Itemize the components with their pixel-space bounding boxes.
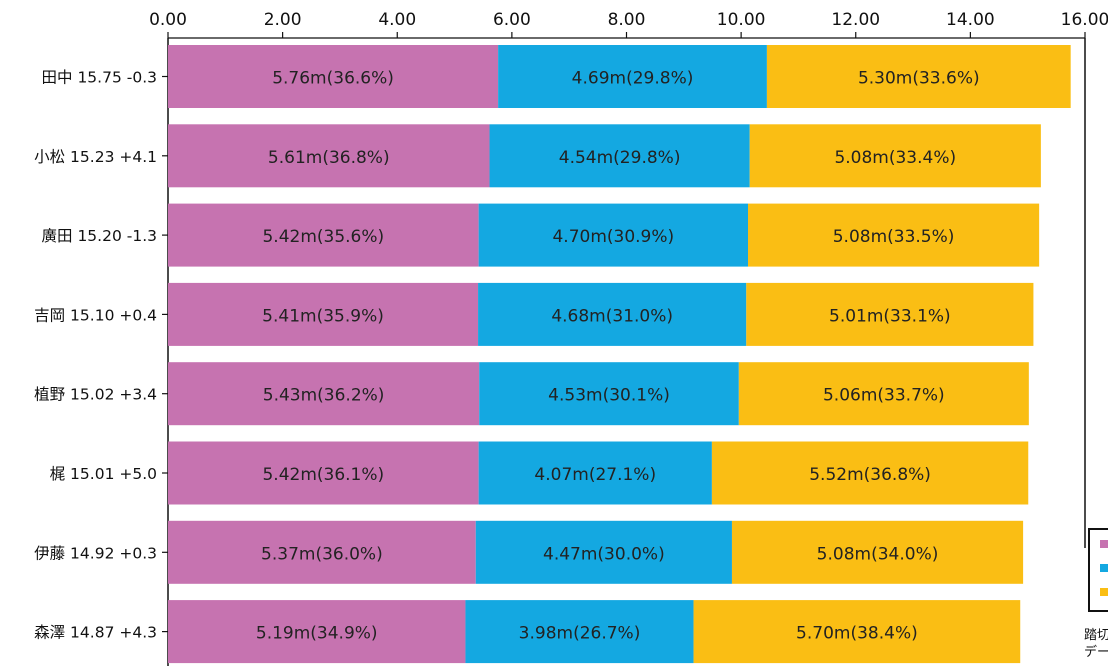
data-label: 5.08m(33.5%): [833, 227, 955, 247]
bar-segment: [766, 45, 1071, 108]
row-label: 小松 15.23 +4.1: [34, 148, 157, 166]
data-label: 5.41m(35.9%): [262, 306, 384, 326]
bar-segment: [693, 600, 1021, 664]
bar-row: 植野 15.02 +3.4 5.43m(36.2%) 4.53m(30.1%) 5.0…: [34, 362, 1029, 426]
x-tick-label: 10.00: [717, 10, 766, 30]
bar-segment: [168, 520, 476, 584]
data-label: 5.42m(35.6%): [262, 227, 384, 247]
bar-segment: [465, 600, 694, 664]
row-label: 田中 15.75 -0.3: [42, 69, 157, 87]
x-axis-ticks: 0.00 2.00 4.00 6.00 8.00 10.00 12.00 14.00 16.00: [149, 10, 1108, 39]
data-label: 4.68m(31.0%): [551, 306, 673, 326]
x-tick-label: 0.00: [149, 10, 187, 30]
data-label: 5.06m(33.7%): [823, 386, 945, 406]
data-label: 4.69m(29.8%): [572, 69, 694, 89]
bar-row: 梶 15.01 +5.0 5.42m(36.1%) 4.07m(27.1%) 5.52…: [50, 441, 1029, 505]
bar-segment: [168, 124, 490, 188]
data-label: 5.19m(34.9%): [256, 624, 378, 644]
bar-segment: [711, 441, 1029, 505]
data-label: 5.01m(33.1%): [829, 306, 951, 326]
bar-segment: [731, 520, 1024, 584]
x-tick-label: 12.00: [831, 10, 880, 30]
x-tick-label: 2.00: [264, 10, 302, 30]
bar-segment: [478, 441, 712, 505]
legend-swatch-series-1: [1100, 540, 1108, 548]
bar-segment: [168, 203, 479, 267]
bar-row: 吉岡 15.10 +0.4 5.41m(35.9%) 4.68m(31.0%) 5.0…: [34, 282, 1034, 346]
data-label: 5.61m(36.8%): [268, 148, 390, 168]
row-label: 吉岡 15.10 +0.4: [34, 306, 157, 324]
bar-segment: [738, 362, 1029, 426]
bar-segment: [489, 124, 750, 188]
data-label: 4.47m(30.0%): [543, 544, 665, 564]
legend-swatch-series-3: [1100, 588, 1108, 596]
bar-segment: [749, 124, 1041, 188]
data-label: 5.08m(34.0%): [817, 544, 939, 564]
data-label: 5.42m(36.1%): [262, 465, 384, 485]
footnote-line-2: デー: [1084, 645, 1108, 660]
bar-row: 伊藤 14.92 +0.3 5.37m(36.0%) 4.47m(30.0%) 5.0…: [34, 520, 1024, 584]
row-label: 植野 15.02 +3.4: [34, 386, 157, 404]
bar-segment: [479, 362, 739, 426]
x-tick-label: 14.00: [946, 10, 995, 30]
bar-row: 廣田 15.20 -1.3 5.42m(35.6%) 4.70m(30.9%) 5.0…: [42, 203, 1040, 267]
data-label: 5.70m(38.4%): [796, 624, 918, 644]
bar-row: 小松 15.23 +4.1 5.61m(36.8%) 4.54m(29.8%) 5.0…: [34, 124, 1041, 188]
data-label: 5.37m(36.0%): [261, 544, 383, 564]
bar-row: 森澤 14.87 +4.3 5.19m(34.9%) 3.98m(26.7%) 5.7…: [34, 600, 1021, 664]
footnote-line-1: 踏切: [1084, 628, 1108, 643]
row-label: 伊藤 14.92 +0.3: [34, 544, 157, 562]
data-label: 4.70m(30.9%): [552, 227, 674, 247]
data-label: 5.08m(33.4%): [834, 148, 956, 168]
data-label: 3.98m(26.7%): [519, 624, 641, 644]
legend: [1088, 528, 1108, 612]
bar-segment: [475, 520, 732, 584]
bar-segment: [746, 282, 1034, 346]
data-label: 5.30m(33.6%): [858, 69, 980, 89]
data-label: 4.07m(27.1%): [534, 465, 656, 485]
legend-swatch-series-2: [1100, 564, 1108, 572]
x-tick-label: 8.00: [608, 10, 646, 30]
row-label: 森澤 14.87 +4.3: [34, 624, 157, 642]
bar-segment: [478, 282, 747, 346]
x-tick-label: 4.00: [378, 10, 416, 30]
bar-segment: [478, 203, 749, 267]
bar-segment: [168, 282, 479, 346]
bar-segment: [748, 203, 1040, 267]
bar-segment: [498, 45, 767, 108]
data-label: 4.53m(30.1%): [548, 386, 670, 406]
bar-segment: [168, 362, 480, 426]
data-label: 5.43m(36.2%): [263, 386, 385, 406]
chart-rows: 田中 15.75 -0.3 5.76m(36.6%) 4.69m(29.8%) 5.3…: [34, 45, 1071, 664]
data-label: 5.76m(36.6%): [272, 69, 394, 89]
data-label: 4.54m(29.8%): [559, 148, 681, 168]
row-label: 梶 15.01 +5.0: [50, 465, 157, 483]
bar-segment: [168, 600, 466, 664]
bar-row: 田中 15.75 -0.3 5.76m(36.6%) 4.69m(29.8%) 5.3…: [42, 45, 1071, 108]
bar-segment: [168, 45, 499, 108]
bar-segment: [168, 441, 479, 505]
x-tick-label: 6.00: [493, 10, 531, 30]
row-label: 廣田 15.20 -1.3: [42, 227, 157, 245]
data-label: 5.52m(36.8%): [809, 465, 931, 485]
x-tick-label: 16.00: [1061, 10, 1108, 30]
